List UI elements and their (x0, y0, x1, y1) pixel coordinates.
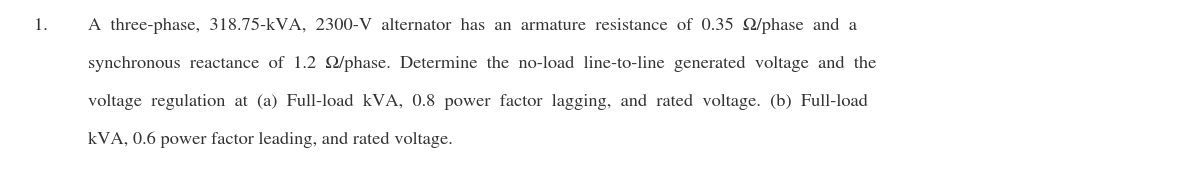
Text: A  three-phase,  318.75-kVA,  2300-V  alternator  has  an  armature  resistance : A three-phase, 318.75-kVA, 2300-V altern… (88, 18, 857, 34)
Text: voltage  regulation  at  (a)  Full-load  kVA,  0.8  power  factor  lagging,  and: voltage regulation at (a) Full-load kVA,… (88, 94, 868, 110)
Text: 1.: 1. (34, 18, 47, 34)
Text: kVA, 0.6 power factor leading, and rated voltage.: kVA, 0.6 power factor leading, and rated… (88, 132, 452, 148)
Text: synchronous  reactance  of  1.2  Ω/phase.  Determine  the  no-load  line-to-line: synchronous reactance of 1.2 Ω/phase. De… (88, 56, 876, 72)
